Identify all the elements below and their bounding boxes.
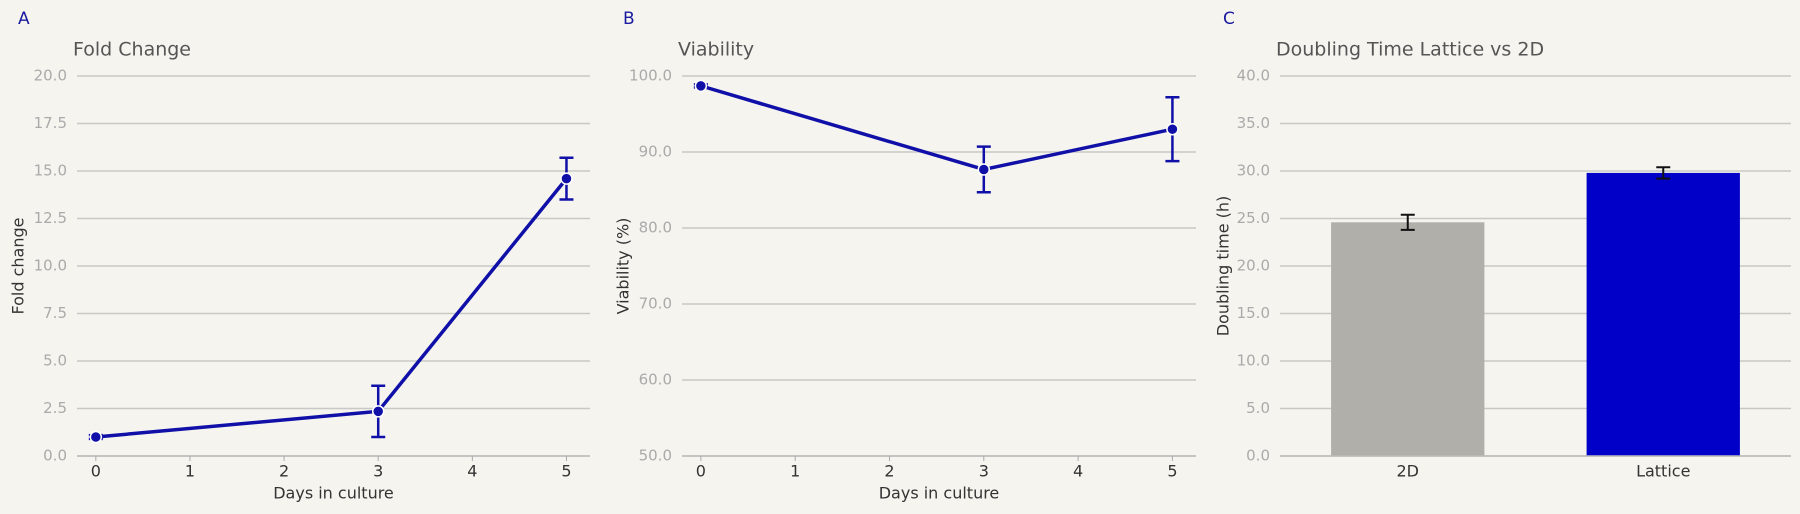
bar [1331,222,1485,456]
y-tick-label: 70.0 [639,295,672,313]
x-tick-label: 1 [185,462,195,481]
panel-label: A [18,9,30,29]
x-axis-label: Days in culture [879,484,1000,503]
x-tick-label: 0 [696,462,706,481]
x-tick-label: 2 [884,462,894,481]
x-tick-label: 4 [467,462,477,481]
y-tick-label: 50.0 [639,447,672,465]
y-tick-label: 5.0 [1246,399,1270,417]
x-tick-label: 3 [979,462,989,481]
y-tick-label: 40.0 [1237,67,1270,85]
panel-label: B [623,9,635,29]
y-tick-label: 2.5 [43,399,67,417]
x-tick-label: 5 [561,462,571,481]
y-tick-label: 25.0 [1237,209,1270,227]
x-tick-label: 5 [1167,462,1177,481]
x-tick-label: 2D [1397,462,1420,481]
y-tick-label: 5.0 [43,352,67,370]
x-tick-label: 1 [790,462,800,481]
y-tick-label: 35.0 [1237,114,1270,132]
y-tick-label: 30.0 [1237,162,1270,180]
y-tick-label: 17.5 [34,114,67,132]
y-tick-label: 80.0 [639,219,672,237]
panel-label: C [1223,9,1235,29]
data-point [1166,122,1179,136]
x-tick-label: 4 [1073,462,1083,481]
x-tick-label: 0 [91,462,101,481]
y-tick-label: 20.0 [1237,257,1270,275]
bar [1586,172,1740,456]
y-axis-label: Fold change [9,218,28,315]
chart-title: Viability [678,39,754,61]
y-tick-label: 0.0 [1246,447,1270,465]
y-tick-label: 0.0 [43,447,67,465]
y-tick-label: 60.0 [639,371,672,389]
x-tick-label: 3 [373,462,383,481]
y-tick-label: 10.0 [34,257,67,275]
error-bar [1400,213,1415,231]
x-axis-label: Days in culture [273,484,394,503]
y-tick-label: 10.0 [1237,352,1270,370]
chart-title: Fold Change [73,39,191,61]
y-tick-label: 15.0 [34,162,67,180]
data-point [560,172,573,185]
y-axis-label: Doubling time (h) [1214,196,1233,337]
y-tick-label: 15.0 [1237,304,1270,322]
chart-title: Doubling Time Lattice vs 2D [1276,39,1544,61]
y-tick-label: 100.0 [629,67,672,85]
error-bar [1656,166,1671,180]
data-point [371,405,385,418]
y-tick-label: 20.0 [34,67,67,85]
data-line [95,177,568,439]
y-axis-label: Viability (%) [614,218,633,315]
x-tick-label: 2 [279,462,289,481]
y-tick-label: 12.5 [34,209,67,227]
data-line [700,84,1173,172]
y-tick-label: 7.5 [43,304,67,322]
y-tick-label: 90.0 [639,143,672,161]
data-point [977,163,991,176]
x-tick-label: Lattice [1636,462,1690,481]
data-point [89,430,103,444]
data-point [694,79,708,93]
